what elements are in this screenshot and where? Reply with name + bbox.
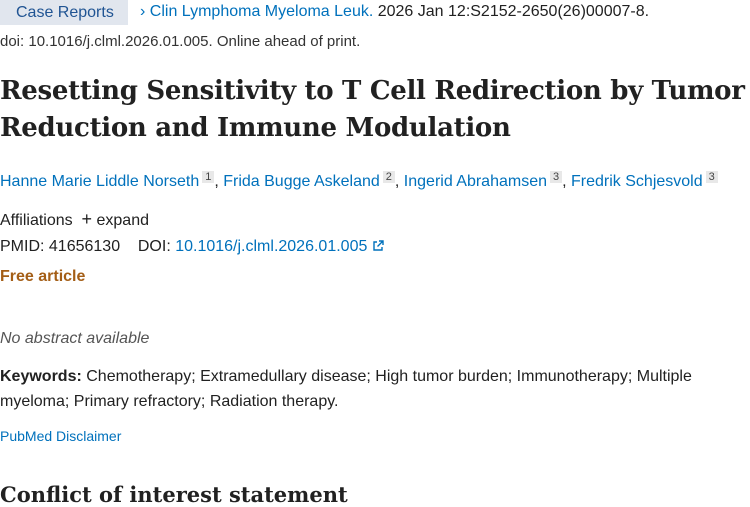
keywords-label: Keywords: [0,368,82,385]
citation-line: › Clin Lymphoma Myeloma Leuk. 2026 Jan 1… [140,3,649,21]
free-article-badge: Free article [0,268,86,285]
doi-link[interactable]: 10.1016/j.clml.2026.01.005 [175,238,384,255]
doi-line: doi: 10.1016/j.clml.2026.01.005. Online … [0,33,361,50]
chevron-right-icon: › [140,3,150,20]
affiliation-ref[interactable]: 3 [705,171,718,183]
article-type-badge[interactable]: Case Reports [0,0,128,25]
section-heading: Conflict of interest statement [0,482,348,507]
doi-label: DOI: [137,238,171,255]
journal-name: Clin Lymphoma Myeloma Leuk. [149,3,374,20]
citation: 2026 Jan 12:S2152-2650(26)00007-8. [377,3,650,20]
pubmed-disclaimer-link[interactable]: PubMed Disclaimer [0,428,122,444]
keywords: Keywords: Chemotherapy; Extramedullary d… [0,364,740,414]
external-link-icon [373,240,384,251]
journal-link[interactable]: › Clin Lymphoma Myeloma Leuk. [140,3,373,20]
affiliations-toggle[interactable]: Affiliations + expand [0,209,149,230]
affiliation-ref[interactable]: 1 [202,171,215,183]
no-abstract-text: No abstract available [0,330,150,347]
author-list: Hanne Marie Liddle Norseth 1, Frida Bugge… [0,171,718,191]
author-link[interactable]: Hanne Marie Liddle Norseth [0,173,200,190]
author-link[interactable]: Ingerid Abrahamsen [403,173,547,190]
author-link[interactable]: Frida Bugge Askeland [223,173,380,190]
plus-icon: + [81,209,93,229]
author-link[interactable]: Fredrik Schjesvold [571,173,703,190]
affiliation-ref[interactable]: 2 [382,171,395,183]
pmid-label: PMID: [0,238,45,255]
expand-label: expand [96,212,150,229]
affiliations-label: Affiliations [0,212,73,229]
affiliation-ref[interactable]: 3 [550,171,563,183]
identifiers: PMID: 41656130 DOI: 10.1016/j.clml.2026.… [0,238,384,256]
keywords-text: Chemotherapy; Extramedullary disease; Hi… [0,368,692,410]
page-title: Resetting Sensitivity to T Cell Redirect… [0,76,745,143]
pmid-value: 41656130 [48,238,121,255]
doi-value: 10.1016/j.clml.2026.01.005 [175,238,368,255]
